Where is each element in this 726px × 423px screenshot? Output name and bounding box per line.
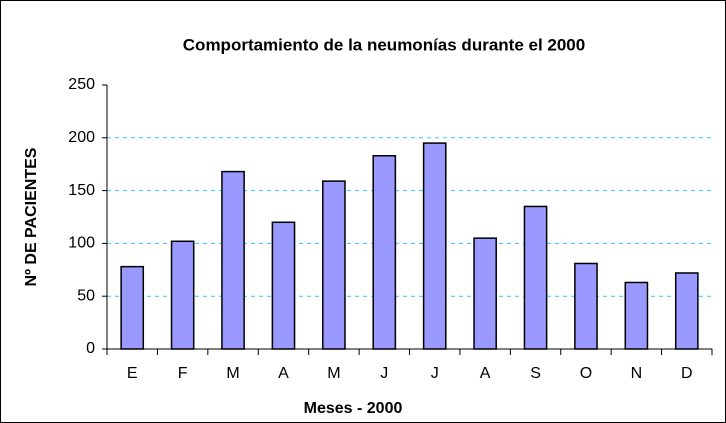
y-tick-label: 0 <box>86 340 95 357</box>
bar <box>372 155 397 350</box>
bar <box>422 142 447 350</box>
bar <box>674 272 699 350</box>
y-tick-label: 150 <box>68 182 95 199</box>
bar <box>221 170 245 350</box>
y-tick-label: 100 <box>68 235 95 252</box>
bar <box>523 205 548 350</box>
bar <box>574 262 598 350</box>
chart-title: Comportamiento de la neumonías durante e… <box>183 35 585 54</box>
bar <box>120 265 145 350</box>
x-tick-label: J <box>380 365 388 382</box>
x-tick-label: J <box>431 365 439 382</box>
x-tick-label: D <box>681 365 693 382</box>
x-tick-label: N <box>631 365 643 382</box>
bar <box>473 237 497 350</box>
x-tick-label: A <box>480 365 491 382</box>
x-axis-label: Meses - 2000 <box>304 400 403 417</box>
x-tick-label: M <box>327 365 340 382</box>
bar <box>624 281 649 350</box>
x-tick-label: O <box>580 365 592 382</box>
y-tick-label: 200 <box>68 129 95 146</box>
y-tick-label: 50 <box>77 287 95 304</box>
y-axis-label: Nº DE PACIENTES <box>23 147 40 286</box>
x-tick-label: A <box>278 365 289 382</box>
x-tick-label: E <box>127 365 138 382</box>
x-tick-label: S <box>530 365 541 382</box>
bar <box>271 221 296 350</box>
x-tick-label: M <box>226 365 239 382</box>
bar <box>170 240 195 350</box>
y-tick-label: 250 <box>68 76 95 93</box>
x-tick-label: F <box>178 365 188 382</box>
bar <box>322 180 346 350</box>
